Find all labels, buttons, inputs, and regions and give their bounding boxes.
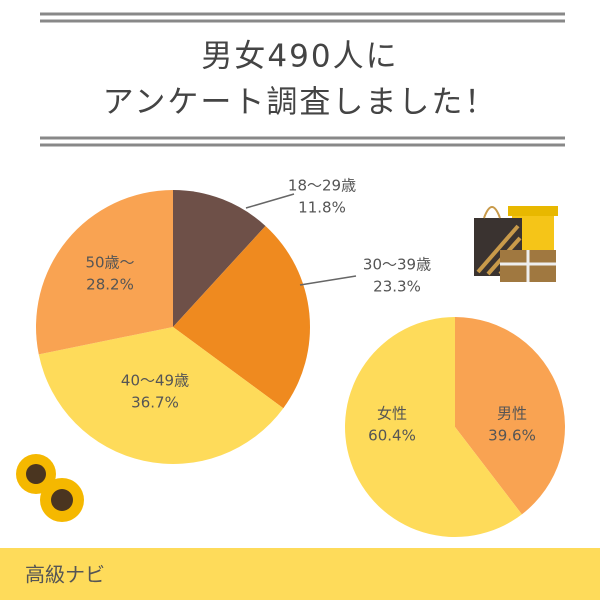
slice-category: 男性 [497, 405, 527, 423]
footer-band [0, 548, 600, 600]
slice-value-label: 36.7% [131, 394, 179, 412]
gift-icon [474, 206, 558, 282]
slice-value-label: 23.3% [373, 278, 421, 296]
slice-category: 30〜39歳 [363, 256, 431, 274]
leader-line [245, 193, 295, 209]
title-line: 男女490人に [201, 39, 398, 75]
title-line: アンケート調査しました！ [103, 85, 498, 121]
slice-value-label: 60.4% [368, 427, 416, 445]
footer-text: 高級ナビ [25, 563, 105, 587]
slice-category: 18〜29歳 [288, 177, 356, 195]
slice-value-label: 28.2% [86, 276, 134, 294]
pie-slice [173, 190, 266, 327]
pie-slice [38, 327, 284, 464]
pie-slice [173, 225, 310, 409]
pie-slice [344, 317, 522, 537]
slice-value-label: 11.8% [298, 199, 346, 217]
leader-line [299, 275, 357, 286]
pie-slice [455, 317, 565, 515]
slice-value-label: 39.6% [488, 427, 536, 445]
slice-category: 40〜49歳 [121, 372, 189, 390]
slice-category: 女性 [377, 405, 407, 423]
slice-category: 50歳〜 [85, 254, 134, 272]
sunflower-icon [16, 454, 84, 522]
header-rules [40, 12, 565, 147]
pie-slice [36, 190, 173, 355]
